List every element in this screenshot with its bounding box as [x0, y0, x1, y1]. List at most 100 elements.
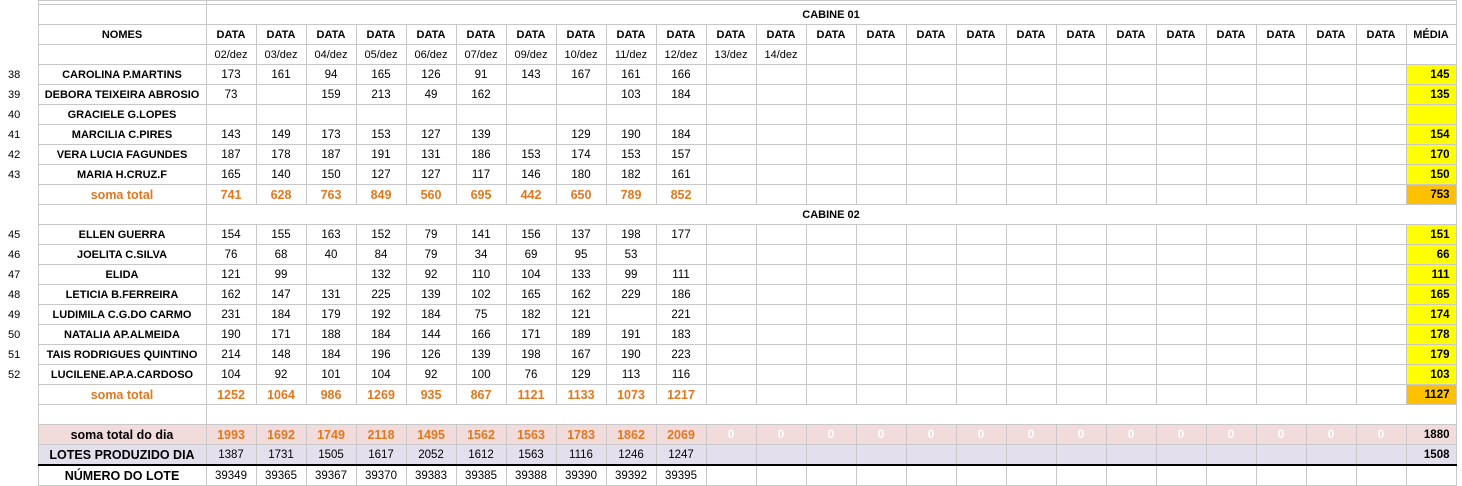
value-cell[interactable]: 79	[405, 224, 457, 245]
cell[interactable]	[1355, 284, 1407, 305]
header-data[interactable]: DATA	[1155, 24, 1207, 45]
cell[interactable]	[855, 164, 907, 185]
value-cell[interactable]: 121	[205, 264, 257, 285]
value-cell[interactable]: 159	[305, 84, 357, 105]
value-cell[interactable]	[305, 264, 357, 285]
cell[interactable]	[705, 124, 757, 145]
cell[interactable]	[1355, 44, 1407, 65]
value-cell[interactable]: 157	[655, 144, 707, 165]
dia-total-cell[interactable]: 1692	[255, 424, 307, 445]
value-cell[interactable]: 196	[355, 344, 407, 365]
zero-cell[interactable]: 0	[905, 384, 957, 405]
cell[interactable]	[1155, 64, 1207, 85]
cell[interactable]	[1155, 464, 1207, 486]
cell[interactable]	[1255, 124, 1307, 145]
value-cell[interactable]: 152	[355, 224, 407, 245]
lotes-cell[interactable]: 2052	[405, 444, 457, 466]
cell[interactable]	[855, 124, 907, 145]
date-cell[interactable]: 06/dez	[405, 44, 457, 65]
cell[interactable]	[1255, 344, 1307, 365]
cell[interactable]	[955, 324, 1007, 345]
operator-name[interactable]: LETICIA B.FERREIRA	[37, 284, 207, 305]
cell[interactable]	[1255, 144, 1307, 165]
cell[interactable]	[1355, 164, 1407, 185]
zero-cell[interactable]: 0	[1005, 184, 1057, 205]
cell[interactable]	[1155, 284, 1207, 305]
cell[interactable]	[1105, 244, 1157, 265]
zero-cell[interactable]: 0	[1255, 384, 1307, 405]
cell[interactable]	[855, 364, 907, 385]
zero-cell[interactable]: 0	[1155, 424, 1207, 445]
cell[interactable]	[805, 244, 857, 265]
row-number[interactable]: 41	[0, 124, 38, 145]
cell[interactable]	[705, 224, 757, 245]
value-cell[interactable]	[505, 84, 557, 105]
value-cell[interactable]: 34	[455, 244, 507, 265]
value-cell[interactable]: 180	[555, 164, 607, 185]
value-cell[interactable]	[605, 104, 657, 125]
cell[interactable]	[755, 324, 807, 345]
date-cell[interactable]: 10/dez	[555, 44, 607, 65]
value-cell[interactable]: 148	[255, 344, 307, 365]
value-cell[interactable]: 49	[405, 84, 457, 105]
cell[interactable]	[1255, 284, 1307, 305]
total-cell[interactable]: 867	[455, 384, 507, 405]
zero-cell[interactable]: 0	[955, 424, 1007, 445]
value-cell[interactable]: 183	[655, 324, 707, 345]
cell[interactable]	[905, 304, 957, 325]
lotes-cell[interactable]: 1563	[505, 444, 557, 466]
cell[interactable]	[1355, 64, 1407, 85]
cell[interactable]	[1105, 224, 1157, 245]
value-cell[interactable]: 133	[555, 264, 607, 285]
value-cell[interactable]: 165	[505, 284, 557, 305]
cell[interactable]	[905, 224, 957, 245]
cell[interactable]	[1355, 244, 1407, 265]
row-number-cell[interactable]	[0, 465, 38, 486]
cell[interactable]	[1255, 164, 1307, 185]
value-cell[interactable]: 173	[205, 64, 257, 85]
cell[interactable]	[905, 264, 957, 285]
cell[interactable]	[1305, 444, 1357, 466]
cell[interactable]	[1205, 164, 1257, 185]
cell[interactable]	[1005, 264, 1057, 285]
lotes-label[interactable]: LOTES PRODUZIDO DIA	[37, 444, 207, 466]
cell[interactable]	[37, 4, 207, 25]
cell[interactable]	[1355, 324, 1407, 345]
value-cell[interactable]: 190	[605, 344, 657, 365]
cell[interactable]	[37, 404, 207, 425]
cell[interactable]	[1055, 364, 1107, 385]
value-cell[interactable]: 140	[255, 164, 307, 185]
header-data[interactable]: DATA	[1305, 24, 1357, 45]
header-data[interactable]: DATA	[1355, 24, 1407, 45]
cell[interactable]	[1005, 344, 1057, 365]
cell[interactable]	[805, 344, 857, 365]
cell[interactable]	[1055, 64, 1107, 85]
value-cell[interactable]: 131	[305, 284, 357, 305]
value-cell[interactable]: 102	[455, 284, 507, 305]
dia-total-cell[interactable]: 1749	[305, 424, 357, 445]
value-cell[interactable]: 162	[205, 284, 257, 305]
value-cell[interactable]: 165	[355, 64, 407, 85]
dia-total-cell[interactable]: 2118	[355, 424, 407, 445]
cell[interactable]	[805, 304, 857, 325]
header-data[interactable]: DATA	[755, 24, 807, 45]
cell[interactable]	[1005, 464, 1057, 486]
value-cell[interactable]: 166	[655, 64, 707, 85]
cell[interactable]	[1355, 144, 1407, 165]
soma-total-label[interactable]: soma total	[37, 184, 207, 205]
cell[interactable]	[805, 264, 857, 285]
value-cell[interactable]: 186	[655, 284, 707, 305]
cell[interactable]	[1155, 364, 1207, 385]
cell[interactable]	[905, 344, 957, 365]
value-cell[interactable]: 149	[255, 124, 307, 145]
cell[interactable]	[1205, 364, 1257, 385]
zero-cell[interactable]: 0	[1305, 384, 1357, 405]
zero-cell[interactable]: 0	[1355, 384, 1407, 405]
dia-total-cell[interactable]: 2069	[655, 424, 707, 445]
cell[interactable]	[1105, 104, 1157, 125]
cell[interactable]	[955, 364, 1007, 385]
cell[interactable]	[1305, 124, 1357, 145]
value-cell[interactable]: 184	[405, 304, 457, 325]
value-cell[interactable]	[555, 84, 607, 105]
row-number[interactable]: 50	[0, 324, 38, 345]
